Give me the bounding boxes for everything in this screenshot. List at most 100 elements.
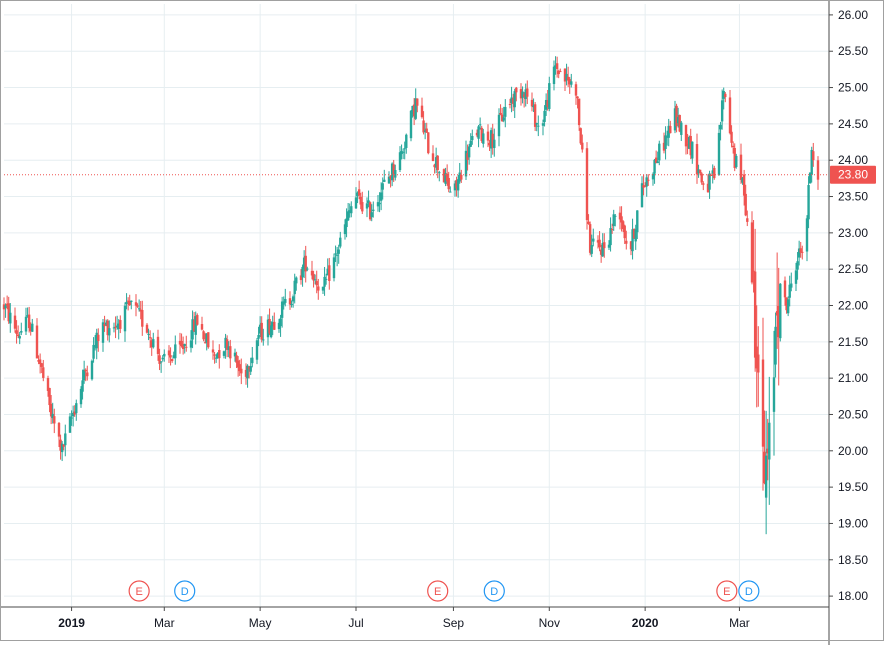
- candle: [442, 168, 446, 183]
- earnings-marker[interactable]: E: [716, 580, 738, 602]
- candle-body: [183, 343, 186, 347]
- candle: [381, 177, 384, 200]
- candle-body: [337, 249, 340, 254]
- candle: [807, 176, 810, 229]
- candle: [134, 294, 138, 317]
- candle: [370, 204, 373, 222]
- candle: [354, 187, 358, 209]
- candle-body: [794, 270, 798, 284]
- candle: [126, 297, 130, 311]
- y-tick-label: 22.50: [838, 262, 868, 276]
- candle: [191, 310, 194, 349]
- candle: [664, 126, 667, 160]
- candle-body: [38, 359, 42, 365]
- candle-body: [280, 301, 284, 318]
- candle: [90, 359, 94, 381]
- y-tick-label: 24.50: [838, 117, 868, 131]
- candle: [9, 303, 12, 333]
- candle: [455, 176, 458, 197]
- candle: [409, 109, 413, 142]
- candle-body: [643, 185, 647, 187]
- candle-body: [698, 169, 702, 174]
- candle: [345, 208, 348, 238]
- candle: [662, 132, 666, 154]
- candle: [634, 224, 637, 250]
- last-price-line-layer: 23.80: [4, 165, 876, 184]
- candle: [169, 347, 172, 366]
- candle-body: [224, 337, 227, 349]
- candle: [565, 63, 568, 86]
- earnings-marker[interactable]: E: [128, 580, 150, 602]
- dividend-marker[interactable]: D: [174, 580, 196, 602]
- candle: [117, 319, 120, 340]
- candle-body: [438, 172, 441, 174]
- candle-body: [664, 135, 667, 149]
- candle-body: [592, 238, 595, 242]
- candle: [420, 97, 424, 119]
- candle-body: [499, 112, 502, 115]
- candle: [706, 174, 710, 193]
- candle-body: [625, 240, 628, 244]
- candle-body: [354, 197, 358, 209]
- candle: [180, 333, 183, 348]
- candle-body: [684, 125, 688, 147]
- candle-body: [376, 202, 380, 207]
- event-label: D: [745, 586, 753, 598]
- candle-body: [801, 251, 804, 253]
- candle: [403, 141, 406, 160]
- candle-body: [59, 439, 62, 451]
- candle-body: [51, 413, 54, 419]
- candle: [656, 151, 659, 164]
- candle-body: [246, 365, 249, 379]
- candle-body: [266, 319, 270, 338]
- candle-body: [18, 336, 21, 339]
- candle: [141, 300, 144, 336]
- candle: [295, 276, 298, 291]
- candle-body: [136, 305, 139, 307]
- candle: [588, 221, 592, 256]
- candle-body: [458, 172, 461, 182]
- candle-body: [471, 136, 474, 141]
- candle-body: [379, 192, 383, 201]
- candle-body: [4, 305, 7, 309]
- candle-body: [394, 170, 397, 178]
- candle-body: [651, 173, 655, 180]
- candle: [535, 122, 538, 132]
- candle: [114, 316, 117, 339]
- candle: [607, 240, 611, 250]
- candle-body: [247, 367, 251, 370]
- candle: [772, 330, 776, 456]
- candle: [372, 201, 375, 218]
- earnings-marker[interactable]: E: [427, 580, 449, 602]
- candle: [669, 120, 672, 134]
- event-circle: [483, 580, 505, 602]
- candle: [697, 164, 700, 178]
- candle: [312, 270, 315, 288]
- candle: [170, 358, 174, 363]
- candle: [130, 300, 133, 310]
- event-circle: [738, 580, 760, 602]
- candle: [427, 132, 430, 155]
- dividend-marker[interactable]: D: [483, 580, 505, 602]
- candle: [163, 349, 166, 362]
- candle: [214, 354, 218, 363]
- candle-body: [706, 183, 710, 193]
- candle-body: [82, 369, 86, 381]
- candle: [361, 191, 364, 215]
- candle-body: [563, 68, 567, 82]
- candle-body: [730, 131, 733, 143]
- candle-body: [148, 337, 152, 339]
- candle-body: [62, 444, 65, 447]
- candle: [115, 315, 119, 330]
- candle-body: [312, 273, 315, 281]
- candle: [321, 286, 325, 295]
- candle-body: [271, 322, 274, 327]
- candle: [775, 252, 779, 349]
- dividend-marker[interactable]: D: [738, 580, 760, 602]
- candle-body: [372, 209, 375, 212]
- candle: [728, 90, 732, 135]
- candle-body: [436, 155, 439, 171]
- event-circle: [174, 580, 196, 602]
- candle: [766, 418, 769, 481]
- candle: [647, 174, 650, 186]
